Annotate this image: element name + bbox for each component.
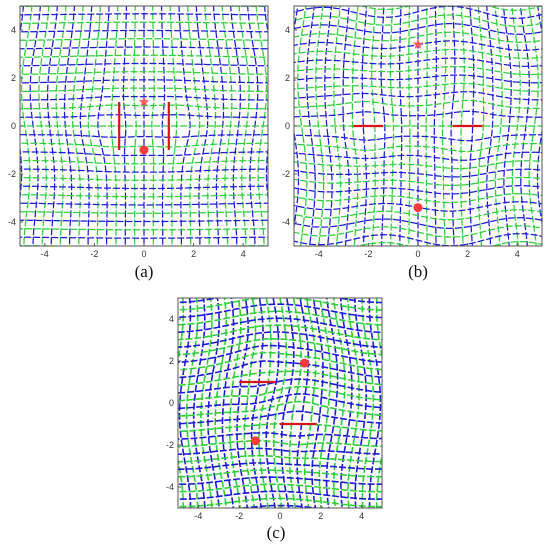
x-tick-label: 0 xyxy=(415,249,420,259)
source-point-dot xyxy=(413,203,423,213)
x-tick-label: 4 xyxy=(241,249,246,259)
y-tick-label: 4 xyxy=(285,25,290,35)
x-tick-label: -4 xyxy=(194,511,202,521)
x-tick-label: 2 xyxy=(191,249,196,259)
y-tick-label: -4 xyxy=(282,217,290,227)
y-tick-label: -4 xyxy=(8,217,16,227)
panel-b: -4 -2 0 2 4 4 2 0 -2 -4 (b) xyxy=(276,0,550,290)
panel-b-plot: -4 -2 0 2 4 4 2 0 -2 -4 xyxy=(282,5,543,259)
image-point-star xyxy=(138,96,150,107)
image-point-star xyxy=(412,38,424,49)
y-tick-label: 0 xyxy=(285,121,290,131)
panel-a-plot: -4 -2 0 2 4 4 2 0 -2 -4 xyxy=(8,5,269,259)
axis-ticks: -4 -2 0 2 4 4 2 0 -2 -4 xyxy=(282,25,520,259)
x-tick-label: 0 xyxy=(277,511,282,521)
x-tick-label: 0 xyxy=(141,249,146,259)
y-tick-label: 4 xyxy=(11,25,16,35)
mesh-lines xyxy=(20,6,268,246)
panel-b-caption: (b) xyxy=(408,262,428,281)
y-tick-label: 2 xyxy=(285,73,290,83)
y-tick-label: -2 xyxy=(166,440,174,450)
axis-ticks: -4 -2 0 2 4 4 2 0 -2 -4 xyxy=(166,314,364,521)
x-tick-label: 2 xyxy=(318,511,323,521)
y-tick-label: 2 xyxy=(169,356,174,366)
panel-c: -4 -2 0 2 4 4 2 0 -2 -4 (c) xyxy=(160,290,392,549)
y-tick-label: 2 xyxy=(11,73,16,83)
y-tick-label: -4 xyxy=(166,482,174,492)
y-tick-label: -2 xyxy=(282,169,290,179)
x-tick-label: 2 xyxy=(465,249,470,259)
panel-a-caption: (a) xyxy=(134,262,154,281)
panel-c-plot: -4 -2 0 2 4 4 2 0 -2 -4 xyxy=(166,297,383,521)
mesh-lines xyxy=(178,298,382,508)
axis-ticks: -4 -2 0 2 4 4 2 0 -2 -4 xyxy=(8,25,246,259)
mesh-lines xyxy=(294,6,542,246)
source-point-dot xyxy=(299,358,309,368)
x-tick-label: -2 xyxy=(90,249,98,259)
x-tick-label: -2 xyxy=(364,249,372,259)
x-tick-label: 4 xyxy=(359,511,364,521)
x-tick-label: -2 xyxy=(235,511,243,521)
y-tick-label: 0 xyxy=(169,398,174,408)
panel-a: -4 -2 0 2 4 4 2 0 -2 -4 (a) xyxy=(0,0,276,290)
panel-c-caption: (c) xyxy=(266,523,286,542)
y-tick-label: 0 xyxy=(11,121,16,131)
source-point-dot xyxy=(251,436,261,446)
y-tick-label: 4 xyxy=(169,314,174,324)
x-tick-label: -4 xyxy=(315,249,323,259)
x-tick-label: -4 xyxy=(41,249,49,259)
source-point-dot xyxy=(139,145,149,155)
y-tick-label: -2 xyxy=(8,169,16,179)
x-tick-label: 4 xyxy=(515,249,520,259)
